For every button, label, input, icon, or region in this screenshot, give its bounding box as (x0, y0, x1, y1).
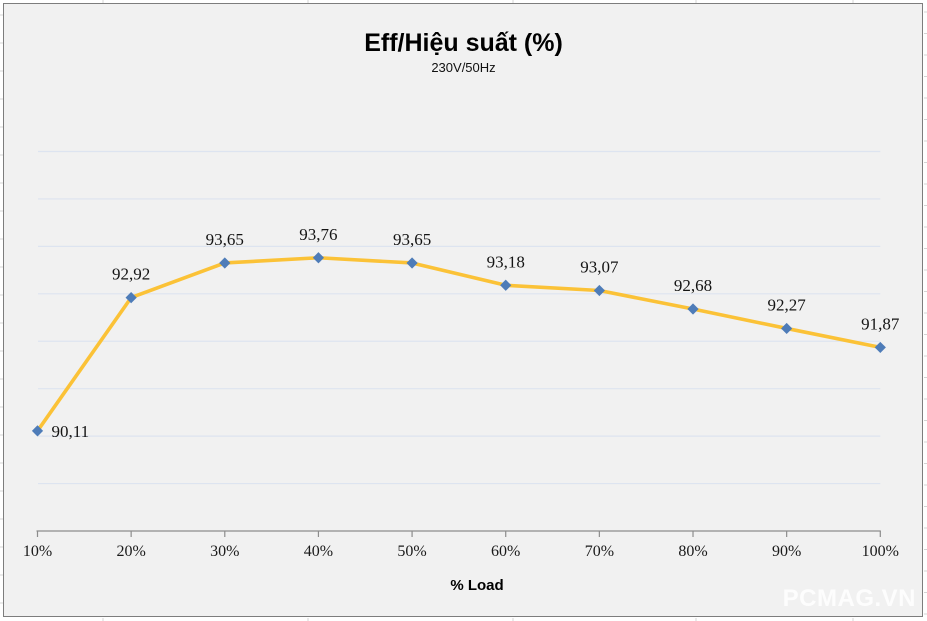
data-point-marker (874, 341, 886, 354)
x-tick-label: 60% (491, 543, 520, 560)
data-point-marker (593, 284, 605, 297)
x-tick-label: 70% (585, 543, 614, 560)
data-point-label: 92,68 (674, 276, 712, 295)
x-tick-label: 50% (397, 543, 426, 560)
data-point-marker (125, 292, 137, 304)
data-point-label: 91,87 (861, 314, 900, 333)
chart-area-frame (3, 3, 923, 617)
data-point-marker (312, 252, 325, 264)
data-point-marker (500, 279, 512, 291)
data-point-marker (781, 322, 793, 335)
x-tick-label: 80% (678, 543, 707, 560)
x-axis-title: % Load (450, 577, 504, 594)
watermark-logo: PCMAG.VN (782, 585, 916, 612)
x-tick-label: 90% (772, 543, 801, 560)
x-tick-label: 20% (116, 543, 145, 560)
data-point-label: 92,27 (768, 295, 807, 314)
chart-subtitle: 230V/50Hz (431, 60, 496, 75)
data-point-marker (31, 425, 44, 437)
data-point-label: 93,65 (393, 230, 431, 249)
chart-title: Eff/Hiệu suất (%) (364, 29, 563, 57)
data-point-marker (219, 257, 231, 269)
series-line (35, 255, 883, 433)
data-point-label: 92,92 (112, 265, 150, 284)
x-tick-label: 40% (304, 543, 333, 560)
data-point-label: 93,65 (206, 230, 244, 249)
data-point-marker (687, 303, 699, 315)
data-point-label: 93,18 (487, 252, 525, 271)
data-point-label: 93,07 (580, 257, 619, 276)
x-tick-label: 100% (862, 543, 899, 560)
x-tick-label: 10% (23, 543, 52, 560)
data-point-label: 93,76 (299, 225, 337, 244)
x-tick-label: 30% (210, 543, 239, 560)
data-point-marker (406, 257, 418, 269)
data-point-label: 90,11 (52, 422, 90, 441)
